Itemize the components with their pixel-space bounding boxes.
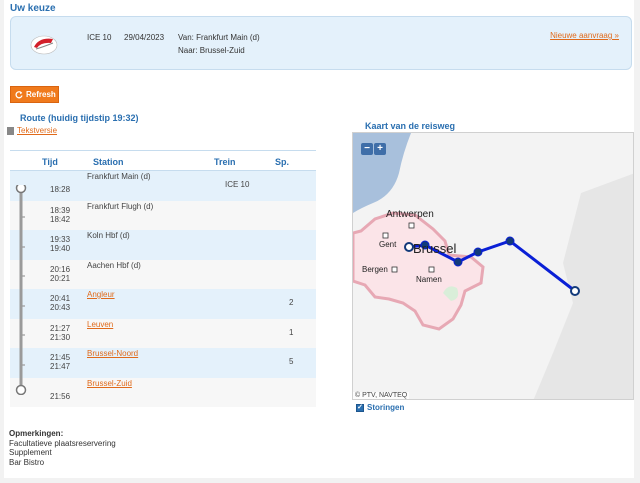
station-name: Frankfurt Main (d) <box>87 172 151 181</box>
map-title: Kaart van de reisweg <box>365 121 456 131</box>
train-number: ICE 10 <box>87 33 112 42</box>
table-row: 18:39 18:42 Frankfurt Flugh (d) <box>10 200 316 230</box>
route-map[interactable]: Antwerpen Gent Brussel Bergen Namen − + … <box>352 132 634 400</box>
table-row: 21:45 21:47 Brussel-Noord 5 <box>10 348 316 378</box>
from-station: Van: Frankfurt Main (d) <box>178 33 260 42</box>
map-label-antwerpen: Antwerpen <box>386 209 434 220</box>
checkbox-icon[interactable]: ✓ <box>356 403 364 412</box>
map-label-gent: Gent <box>379 240 397 249</box>
table-row: 20:41 20:43 Angleur 2 <box>10 289 316 319</box>
map-zoom-controls: − + <box>361 143 386 155</box>
header-train: Trein <box>214 157 236 167</box>
remarks: Opmerkingen: Facultatieve plaatsreserver… <box>9 429 116 467</box>
station-name: Frankfurt Flugh (d) <box>87 201 154 211</box>
map-label-brussel: Brussel <box>413 241 457 256</box>
train-logo-icon <box>30 35 58 55</box>
arrival-time: 19:33 <box>50 235 71 244</box>
table-row: 19:33 19:40 Koln Hbf (d) <box>10 230 316 260</box>
choice-title: Uw keuze <box>10 3 56 14</box>
arrival-time: 18:39 <box>50 205 71 215</box>
text-version-label: Tekstversie <box>17 126 58 135</box>
refresh-icon <box>15 90 23 98</box>
arrival-time: 21:27 <box>50 323 71 333</box>
map-label-bergen: Bergen <box>362 265 388 274</box>
remarks-heading: Opmerkingen: <box>9 429 64 438</box>
table-row: 18:28 Frankfurt Main (d) ICE 10 <box>10 171 316 201</box>
station-name[interactable]: Brussel-Zuid <box>87 378 132 388</box>
departure-time: 21:30 <box>50 332 71 342</box>
choice-box: ICE 10 29/04/2023 Van: Frankfurt Main (d… <box>10 16 632 70</box>
station-name[interactable]: Leuven <box>87 319 114 329</box>
route-table-header: Tijd Station Trein Sp. <box>10 150 316 171</box>
refresh-button[interactable]: Refresh <box>10 86 59 103</box>
text-version-link[interactable]: Tekstversie <box>7 126 57 135</box>
header-platform: Sp. <box>275 157 290 167</box>
to-station: Naar: Brussel-Zuid <box>178 46 245 55</box>
station-name[interactable]: Angleur <box>87 290 115 299</box>
departure-time: 21:56 <box>50 391 71 401</box>
document-icon <box>7 126 14 135</box>
travel-date: 29/04/2023 <box>124 33 165 42</box>
table-row: 21:56 Brussel-Zuid <box>10 377 316 407</box>
map-label-namen: Namen <box>416 275 442 284</box>
platform-number: 1 <box>289 327 294 337</box>
platform-number: 5 <box>289 357 294 366</box>
arrival-time: 21:45 <box>50 353 71 362</box>
new-request-link[interactable]: Nieuwe aanvraag » <box>550 31 619 40</box>
map-canvas <box>353 133 633 399</box>
remark-item: Supplement <box>9 448 52 457</box>
departure-time: 18:28 <box>50 185 71 194</box>
table-row: 21:27 21:30 Leuven 1 <box>10 318 316 348</box>
train-name: ICE 10 <box>225 180 250 189</box>
refresh-label: Refresh <box>26 90 56 99</box>
table-row: 20:16 20:21 Aachen Hbf (d) <box>10 259 316 289</box>
remark-item: Bar Bistro <box>9 457 45 467</box>
remark-item: Facultatieve plaatsreservering <box>9 438 116 448</box>
departure-time: 20:43 <box>50 303 71 312</box>
zoom-in-button[interactable]: + <box>374 143 386 155</box>
departure-time: 20:21 <box>50 273 71 283</box>
station-name: Aachen Hbf (d) <box>87 260 141 270</box>
arrival-time: 20:16 <box>50 264 71 274</box>
timeline-start-marker <box>15 185 27 194</box>
header-time: Tijd <box>42 157 58 167</box>
departure-time: 19:40 <box>50 244 71 253</box>
platform-number: 2 <box>289 298 294 307</box>
storingen-toggle[interactable]: ✓ Storingen <box>356 403 404 412</box>
storingen-label: Storingen <box>367 403 405 412</box>
station-name: Koln Hbf (d) <box>87 231 130 240</box>
station-name[interactable]: Brussel-Noord <box>87 349 139 358</box>
arrival-time: 20:41 <box>50 294 71 303</box>
header-station: Station <box>93 157 124 167</box>
departure-time: 18:42 <box>50 214 71 224</box>
map-attribution: © PTV, NAVTEQ <box>353 392 410 399</box>
route-timeline <box>15 185 27 395</box>
zoom-out-button[interactable]: − <box>361 143 373 155</box>
timeline-end-marker <box>15 384 27 395</box>
route-table: Tijd Station Trein Sp. 18:28 Frankfurt Ma… <box>10 150 316 407</box>
departure-time: 21:47 <box>50 362 71 371</box>
route-title: Route (huidig tijdstip 19:32) <box>20 113 139 123</box>
